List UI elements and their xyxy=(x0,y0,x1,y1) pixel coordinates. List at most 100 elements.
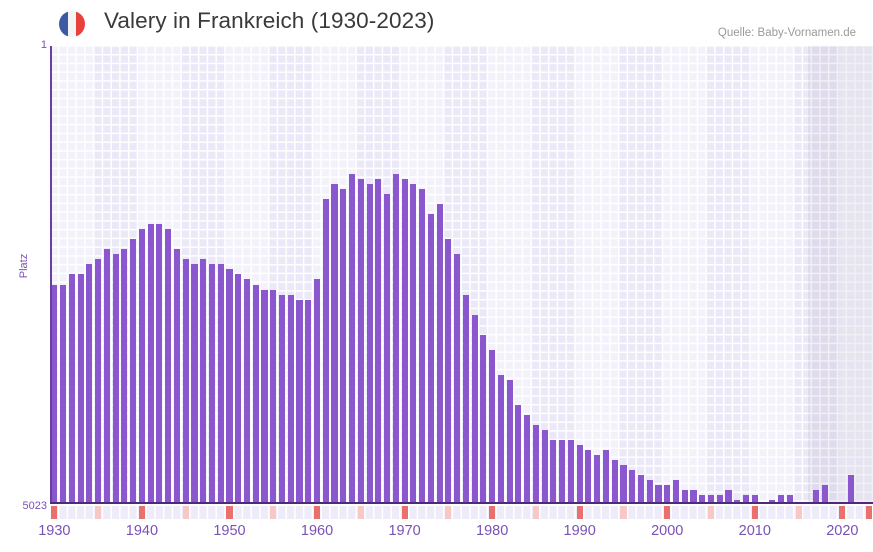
bar-1931 xyxy=(60,284,67,504)
x-tick-major-1940 xyxy=(138,506,145,519)
flag-stripe-white xyxy=(67,11,77,37)
x-axis-label-1960: 1960 xyxy=(300,523,334,539)
bar-1993 xyxy=(602,450,609,504)
x-tick-minor-1995 xyxy=(620,506,627,519)
no-data-shaded-region xyxy=(808,46,873,504)
bar-1932 xyxy=(68,274,75,504)
x-axis-label-1950: 1950 xyxy=(213,523,246,539)
bar-1982 xyxy=(506,379,513,504)
bar-1960 xyxy=(313,279,321,504)
x-axis-label-1970: 1970 xyxy=(388,523,421,539)
bar-1933 xyxy=(77,274,84,504)
bar-1935 xyxy=(95,259,102,504)
bar-2004 xyxy=(699,495,706,504)
x-axis-label-1930: 1930 xyxy=(38,523,71,539)
bar-1984 xyxy=(524,415,531,504)
bar-1967 xyxy=(375,178,382,504)
bar-1952 xyxy=(243,279,251,504)
bar-1957 xyxy=(287,294,294,504)
flag-stripe-red xyxy=(76,11,85,37)
bar-1972 xyxy=(419,189,426,504)
bar-1948 xyxy=(208,264,216,504)
bar-1992 xyxy=(594,455,601,504)
bar-1958 xyxy=(296,299,303,504)
bar-1953 xyxy=(252,284,259,504)
bar-1973 xyxy=(427,214,434,504)
bar-2013 xyxy=(778,495,785,504)
bar-2014 xyxy=(786,495,793,504)
x-axis-label-1980: 1980 xyxy=(476,523,509,539)
bar-1968 xyxy=(384,194,391,504)
y-axis-bottom-tick-label: 5023 xyxy=(22,500,47,512)
bar-1951 xyxy=(235,274,242,504)
y-axis-top-tick-label: 1 xyxy=(40,39,47,51)
x-axis-label-2000: 2000 xyxy=(651,523,684,539)
bar-1963 xyxy=(340,189,347,504)
bar-1989 xyxy=(567,440,574,504)
x-tick-minor-1935 xyxy=(95,506,102,519)
bar-1962 xyxy=(331,183,338,504)
y-axis-line xyxy=(50,46,52,504)
bar-1999 xyxy=(655,485,662,504)
x-axis-line xyxy=(50,502,873,504)
bar-1985 xyxy=(532,425,539,504)
bar-1956 xyxy=(278,294,286,504)
x-tick-minor-1975 xyxy=(445,506,452,519)
x-axis-tick-labels: 1930 1940 1950 1960 1970 1980 1990 2000 2010 2020 xyxy=(38,523,873,545)
x-tick-major-1930 xyxy=(51,506,58,519)
bar-2018 xyxy=(821,485,828,504)
x-tick-major-1970 xyxy=(401,506,408,519)
bar-1994 xyxy=(611,460,618,504)
bar-2006 xyxy=(716,495,723,504)
bar-1988 xyxy=(559,440,566,504)
source-attribution: Quelle: Baby-Vornamen.de xyxy=(717,27,856,39)
bar-1977 xyxy=(462,294,469,504)
bar-1930 xyxy=(51,284,58,504)
bar-1996 xyxy=(629,470,636,504)
x-axis-label-2010: 2010 xyxy=(738,523,771,539)
bar-1990 xyxy=(576,445,583,504)
x-axis-label-2020: 2020 xyxy=(826,523,859,539)
bar-1980 xyxy=(489,349,496,504)
france-flag-icon xyxy=(59,11,85,37)
bar-series xyxy=(50,46,873,504)
bar-1969 xyxy=(392,173,399,504)
bar-2017 xyxy=(813,490,820,504)
bar-2003 xyxy=(690,490,697,504)
bar-1987 xyxy=(550,440,557,504)
bar-1954 xyxy=(261,289,268,504)
x-tick-major-1990 xyxy=(576,506,583,519)
bar-1950 xyxy=(226,269,233,504)
bar-2005 xyxy=(707,495,715,504)
x-tick-major-1980 xyxy=(489,506,496,519)
bar-1942 xyxy=(156,224,163,504)
bar-1941 xyxy=(147,224,154,504)
x-tick-major-2000 xyxy=(664,506,671,519)
y-axis-title: Platz xyxy=(18,253,30,279)
bar-1934 xyxy=(86,264,93,504)
x-axis-tick-strip xyxy=(50,506,873,519)
bar-1986 xyxy=(541,430,548,504)
x-tick-minor-1945 xyxy=(182,506,189,519)
bar-1939 xyxy=(130,239,137,504)
bar-1938 xyxy=(121,249,128,504)
page-title: Valery in Frankreich (1930-2023) xyxy=(104,8,435,33)
bar-1964 xyxy=(349,173,356,504)
x-tick-major-1950 xyxy=(226,506,233,519)
flag-stripe-blue xyxy=(59,11,68,37)
bar-1959 xyxy=(305,299,312,504)
bar-2001 xyxy=(672,480,680,504)
bar-1970 xyxy=(401,178,408,504)
x-tick-minor-2015 xyxy=(795,506,802,519)
chart-plot-area xyxy=(50,46,873,504)
bar-1995 xyxy=(620,465,627,504)
bar-1975 xyxy=(445,239,452,504)
x-tick-major-2010 xyxy=(751,506,758,519)
bar-1991 xyxy=(585,450,592,504)
bar-1965 xyxy=(357,178,364,504)
bar-2000 xyxy=(664,485,671,504)
bar-2010 xyxy=(751,495,758,504)
bar-1966 xyxy=(366,183,373,504)
x-tick-major-1960 xyxy=(313,506,321,519)
bar-1998 xyxy=(646,480,653,504)
